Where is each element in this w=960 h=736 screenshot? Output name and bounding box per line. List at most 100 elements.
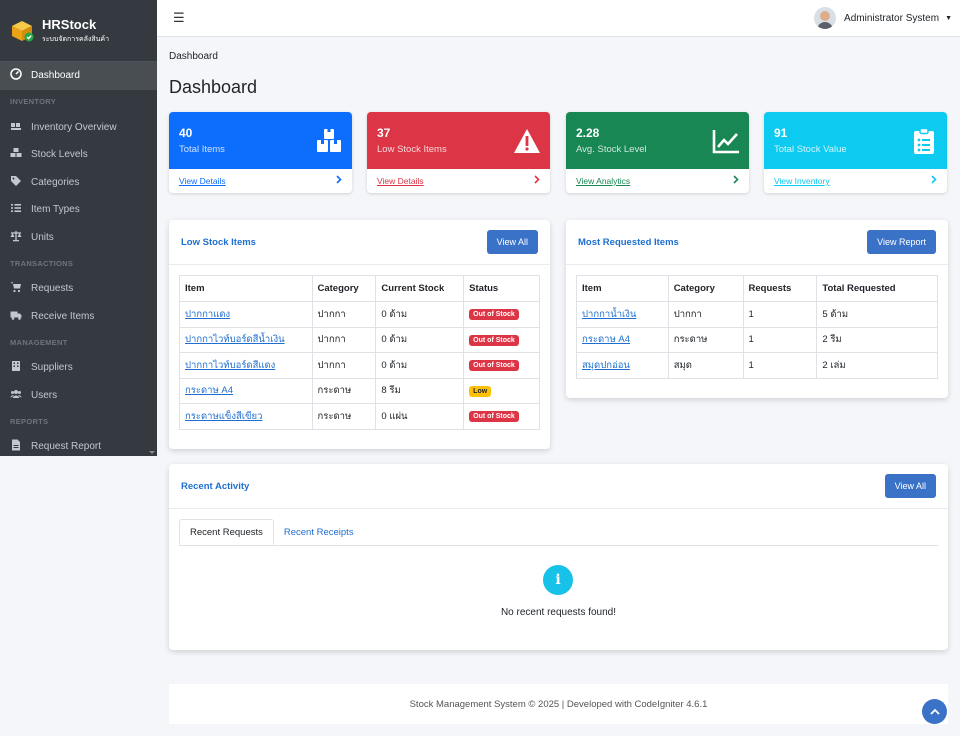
tab-recent-receipts[interactable]: Recent Receipts (283, 526, 354, 538)
item-link[interactable]: ปากกาไวท์บอร์ดสีน้ำเงิน (185, 334, 285, 346)
sidebar-item-label: Inventory Overview (31, 121, 117, 133)
activity-tabs: Recent Requests Recent Receipts (179, 519, 938, 546)
sidebar-item-categories[interactable]: Categories (0, 169, 157, 197)
stock-cell: 0 ด้าม (375, 326, 465, 353)
stat-link[interactable]: View Analytics (576, 176, 631, 186)
sidebar-item-request-report[interactable]: Request Report (0, 433, 157, 456)
box-logo-icon (10, 19, 34, 43)
chevron-right-icon[interactable] (733, 175, 739, 187)
avatar (814, 7, 837, 29)
stat-card-avg-stock-level: 2.28 Avg. Stock Level View Analytics (566, 112, 749, 193)
truck-icon (10, 309, 22, 324)
chevron-right-icon[interactable] (534, 175, 540, 187)
total-requested-cell: 2 เล่ม (816, 352, 938, 379)
stat-label: Low Stock Items (377, 144, 447, 155)
view-report-button[interactable]: View Report (867, 230, 936, 254)
scroll-arrow-icon[interactable] (149, 451, 155, 454)
column-header: Item (576, 275, 669, 302)
requests-cell: 1 (742, 301, 818, 328)
table-row: ปากกาไวท์บอร์ดสีแดง ปากกา 0 ด้าม Out of Sto… (179, 352, 540, 379)
sidebar-item-users[interactable]: Users (0, 382, 157, 410)
stat-link[interactable]: View Details (179, 176, 226, 186)
stat-card-total-items: 40 Total Items View Details (169, 112, 352, 193)
sidebar-item-item-types[interactable]: Item Types (0, 196, 157, 224)
stat-value: 40 (179, 126, 193, 140)
card-title: Low Stock Items (181, 236, 256, 248)
status-badge: Out of Stock (469, 309, 519, 321)
status-badge: Low (469, 385, 492, 397)
user-name: Administrator System (844, 12, 940, 24)
total-requested-cell: 5 ด้าม (816, 301, 938, 328)
nav-header-inventory: INVENTORY (10, 97, 57, 106)
column-header: Current Stock (375, 275, 465, 302)
view-all-button[interactable]: View All (884, 474, 936, 498)
stat-link[interactable]: View Inventory (774, 176, 830, 186)
low-stock-table: Item Category Current Stock Status ปากกาแดงป… (179, 275, 540, 430)
table-row: กระดาษ A4 กระดาษ 1 2 รีม (576, 326, 938, 353)
nav-header-transactions: TRANSACTIONS (10, 258, 74, 268)
category-cell: ปากกา (311, 352, 377, 379)
brand[interactable]: HRStock ระบบจัดการคลังสินค้า (0, 0, 157, 62)
sidebar-item-receive-items[interactable]: Receive Items (0, 303, 157, 331)
menu-toggle-icon[interactable]: ☰ (173, 10, 185, 25)
sidebar-item-suppliers[interactable]: Suppliers (0, 354, 157, 382)
warning-icon (513, 128, 541, 154)
item-link[interactable]: กระดาษแข็งสีเขียว (185, 410, 263, 422)
category-cell: สมุด (667, 352, 744, 379)
stat-card-total-stock-value: 91 Total Stock Value View Inventory (764, 112, 947, 193)
cubes-icon (10, 147, 22, 162)
card-title: Most Requested Items (578, 236, 679, 248)
chevron-right-icon[interactable] (931, 175, 937, 187)
sidebar-item-label: Users (31, 389, 58, 401)
empty-message: No recent requests found! (500, 607, 617, 618)
chevron-right-icon[interactable] (336, 175, 342, 187)
stat-value: 2.28 (576, 126, 600, 140)
back-to-top-button[interactable] (922, 699, 947, 724)
tab-recent-requests[interactable]: Recent Requests (179, 519, 274, 545)
sidebar-item-stock-levels[interactable]: Stock Levels (0, 141, 157, 169)
item-link[interactable]: กระดาษ A4 (582, 334, 630, 346)
item-link[interactable]: ปากกาน้ำเงิน (582, 308, 637, 320)
sidebar-item-label: Requests (31, 283, 74, 295)
stock-cell: 8 รีม (375, 377, 465, 404)
file-icon (10, 439, 22, 454)
sidebar-item-label: Item Types (31, 204, 80, 216)
view-all-button[interactable]: View All (486, 230, 538, 254)
stock-cell: 0 ด้าม (375, 301, 465, 328)
category-cell: กระดาษ (667, 326, 744, 353)
sidebar-item-label: Units (31, 231, 54, 243)
stat-label: Total Items (179, 144, 225, 155)
item-link[interactable]: สมุดปกอ่อน (582, 359, 630, 371)
sidebar-item-requests[interactable]: Requests (0, 275, 157, 303)
page-title: Dashboard (169, 77, 258, 97)
status-badge: Out of Stock (469, 411, 519, 423)
most-requested-card: Most Requested Items View Report Item Cat… (566, 220, 948, 398)
sidebar-item-dashboard[interactable]: Dashboard (0, 62, 157, 90)
column-header: Category (667, 275, 744, 302)
category-cell: กระดาษ (311, 403, 377, 430)
user-menu[interactable]: Administrator System ▼ (814, 7, 952, 29)
balance-scale-icon (10, 230, 22, 245)
stock-cell: 0 ด้าม (375, 352, 465, 379)
table-row: ปากกาไวท์บอร์ดสีน้ำเงิน ปากกา 0 ด้าม Out of… (179, 326, 540, 353)
column-header: Total Requested (816, 275, 938, 302)
recent-activity-card: Recent Activity View All Recent Requests… (169, 464, 948, 650)
clipboard-list-icon (910, 127, 938, 154)
item-link[interactable]: กระดาษ A4 (185, 385, 233, 397)
info-icon: i (543, 565, 573, 595)
category-cell: กระดาษ (311, 377, 377, 404)
sidebar-item-label: Stock Levels (31, 149, 88, 161)
sidebar-item-label: Dashboard (31, 70, 80, 82)
sidebar-item-inventory-overview[interactable]: Inventory Overview (0, 114, 157, 142)
caret-down-icon: ▼ (945, 14, 952, 22)
sidebar-nav: Dashboard INVENTORY Inventory Overview Stoc… (0, 62, 157, 456)
brand-subtitle: ระบบจัดการคลังสินค้า (42, 35, 110, 43)
breadcrumb[interactable]: Dashboard (169, 51, 218, 62)
item-link[interactable]: ปากกาแดง (185, 308, 231, 320)
category-cell: ปากกา (311, 301, 377, 328)
category-cell: ปากกา (667, 301, 744, 328)
stat-link[interactable]: View Details (377, 176, 424, 186)
sidebar-item-units[interactable]: Units (0, 224, 157, 252)
item-link[interactable]: ปากกาไวท์บอร์ดสีแดง (185, 359, 276, 371)
card-title: Recent Activity (181, 480, 250, 492)
